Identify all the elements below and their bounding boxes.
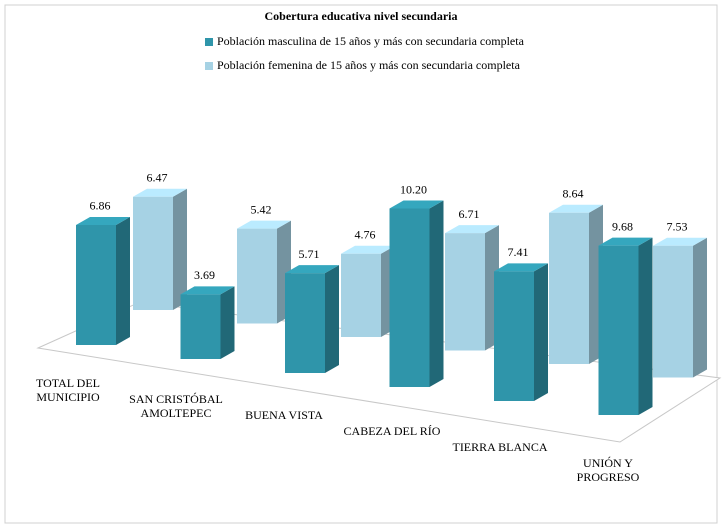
bar-side xyxy=(116,216,130,345)
value-label: 3.69 xyxy=(194,268,215,282)
bar xyxy=(389,200,444,387)
value-label: 7.41 xyxy=(508,245,529,259)
value-label: 5.42 xyxy=(251,202,272,216)
x-tick-label: SAN CRISTÓBAL AMOLTEPEC xyxy=(129,392,223,420)
bar-top xyxy=(389,200,444,209)
bar-top xyxy=(285,265,339,274)
bar-side xyxy=(220,286,235,359)
legend-swatch xyxy=(205,62,213,70)
bar xyxy=(341,245,395,337)
x-tick-label: TIERRA BLANCA xyxy=(452,440,548,454)
bar-front xyxy=(341,253,381,337)
bar xyxy=(653,237,707,378)
bar-side xyxy=(534,263,548,401)
bar-front xyxy=(237,228,277,324)
x-tick-label: BUENA VISTA xyxy=(245,408,323,422)
value-label: 6.71 xyxy=(459,207,480,221)
bar-top xyxy=(76,216,130,225)
x-tick-label: TOTAL DEL MUNICIPIO xyxy=(35,376,101,404)
bar-side xyxy=(693,237,707,378)
bar xyxy=(180,286,235,359)
bar-side xyxy=(325,265,339,373)
bar-side xyxy=(429,200,444,387)
value-label: 5.71 xyxy=(299,247,320,261)
bar xyxy=(237,220,291,324)
bar-front xyxy=(598,245,639,415)
value-label: 6.86 xyxy=(90,199,111,213)
value-label: 10.20 xyxy=(400,182,427,196)
bar-top xyxy=(133,188,187,197)
bar-front xyxy=(494,271,534,401)
chart-title: Cobertura educativa nivel secundaria xyxy=(265,9,458,23)
x-tick-label: UNIÓN Y PROGRESO xyxy=(576,456,640,484)
value-label: 4.76 xyxy=(355,227,376,241)
bar-top xyxy=(180,286,235,295)
x-tick-label: CABEZA DEL RÍO xyxy=(343,424,441,438)
bar xyxy=(445,225,499,351)
bar-top xyxy=(653,237,707,246)
bar-top xyxy=(494,263,548,272)
bar-front xyxy=(653,245,693,378)
bar-side xyxy=(638,237,653,415)
value-label: 8.64 xyxy=(563,187,584,201)
bar-front xyxy=(76,224,116,345)
bar xyxy=(285,265,339,373)
bar-front xyxy=(549,212,589,364)
legend-swatch xyxy=(205,38,213,46)
bar xyxy=(598,237,653,415)
bar-top xyxy=(237,220,291,229)
bar-top xyxy=(341,245,395,254)
bar-front xyxy=(389,208,430,387)
bar-top xyxy=(445,225,499,234)
bar-front xyxy=(133,196,173,310)
value-label: 9.68 xyxy=(612,219,633,233)
bar-top xyxy=(549,204,603,213)
value-label: 6.47 xyxy=(147,171,168,185)
bar xyxy=(494,263,548,401)
bar-front xyxy=(445,233,485,351)
legend-label: Población masculina de 15 años y más con… xyxy=(217,34,525,48)
bar-front xyxy=(180,294,221,359)
value-label: 7.53 xyxy=(667,219,688,233)
bar xyxy=(76,216,130,345)
bar-top xyxy=(598,237,653,246)
legend-label: Población femenina de 15 años y más con … xyxy=(217,58,521,72)
bar xyxy=(133,188,187,310)
bar xyxy=(549,204,603,364)
bar-front xyxy=(285,273,325,373)
bar-side xyxy=(173,188,187,310)
